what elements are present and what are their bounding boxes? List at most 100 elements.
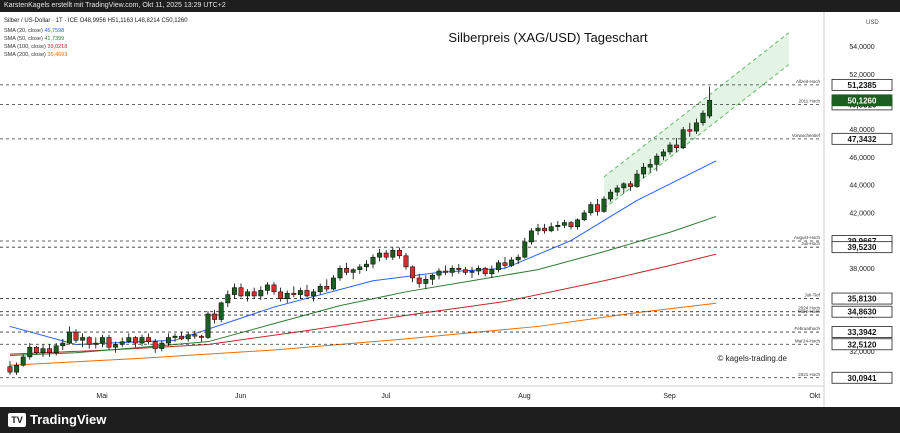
legend-label: SMA (200, close) [4, 52, 47, 58]
legend-label: SMA (20, close) [4, 28, 44, 34]
price-chart-svg[interactable]: Allzeit-Hoch 2011 Hoch Vorwochentief August… [0, 12, 900, 407]
candle-body [469, 270, 475, 273]
currency-label: USD [866, 20, 879, 26]
tradingview-logo[interactable]: TV TradingView [8, 412, 106, 427]
level-value-badge [831, 305, 893, 318]
level-value-text: 30,0941 [848, 374, 877, 383]
candle-body [561, 222, 567, 226]
trend-channel-upper-line [603, 32, 790, 178]
y-tick-label: 52,0000 [849, 72, 874, 79]
level-value-badge [831, 292, 893, 305]
candle-body [700, 112, 706, 124]
candle-body [93, 342, 99, 345]
candle-body [344, 268, 350, 273]
y-tick-label: 46,0000 [849, 155, 874, 162]
candle-body [73, 331, 79, 341]
candle-body [627, 183, 633, 187]
chart-title: Silberpreis (XAG/USD) Tageschart [448, 30, 648, 45]
level-label: Juli-Tief [804, 293, 820, 298]
chart-area[interactable]: Allzeit-Hoch 2011 Hoch Vorwochentief August… [0, 12, 900, 407]
legend-label: SMA (100, close) [4, 44, 47, 50]
candle-body [245, 291, 251, 297]
header-text: KarstenKagels erstellt mit TradingView.c… [4, 2, 226, 9]
candle-body [139, 337, 145, 344]
candle-body [495, 262, 501, 270]
candle-body [330, 277, 336, 290]
level-value-badge [831, 326, 893, 338]
candle-body [654, 155, 660, 165]
candle-body [429, 274, 435, 280]
candle-body [594, 204, 600, 212]
level-value-text: 33,3942 [848, 328, 877, 337]
candle-body [152, 341, 158, 349]
legend-entry[interactable]: SMA (100, close) 39,0218 [4, 44, 67, 50]
candle-body [528, 230, 534, 243]
tradingview-logo-text: TradingView [30, 412, 107, 427]
candle-body [634, 173, 640, 187]
current-price-badge [831, 94, 893, 107]
candle-body [251, 291, 257, 297]
candle-body [80, 337, 86, 341]
x-tick-label: Jun [235, 393, 246, 400]
candle-body [350, 269, 356, 273]
candle-body [225, 294, 231, 304]
level-value-text: 32,5120 [848, 340, 877, 349]
level-label: 2021 Hoch [798, 372, 820, 377]
symbol-line: Silber / US-Dollar · 1T · ICE O48,9956 H… [4, 18, 188, 24]
candle-body [317, 286, 323, 293]
level-label: Juli-Hoch [801, 241, 820, 246]
candle-body [27, 346, 33, 358]
candle-body [443, 270, 449, 273]
level-label: Februarhoch [794, 326, 820, 331]
candle-body [482, 268, 488, 275]
candle-body [403, 255, 409, 268]
level-value-text: 39,5230 [848, 243, 877, 252]
x-tick-label: Jul [381, 393, 390, 400]
candle-body [66, 331, 72, 344]
candle-body [390, 250, 396, 258]
candle-body [192, 334, 198, 337]
candle-body [476, 268, 482, 272]
candle-body [20, 356, 26, 366]
candle-body [687, 129, 693, 132]
level-label: März-Hoch [798, 309, 821, 314]
legend-label: SMA (50, close) [4, 36, 44, 42]
legend-entry[interactable]: SMA (50, close) 41,7399 [4, 36, 64, 42]
candle-body [707, 99, 713, 117]
candle-body [489, 269, 495, 275]
candle-body [40, 348, 46, 354]
candle-body [680, 129, 686, 148]
level-label: August-Hoch [794, 235, 821, 240]
candle-body [146, 337, 152, 342]
candle-body [218, 302, 224, 320]
legend-value: 39,0218 [47, 44, 67, 50]
candle-body [126, 337, 132, 342]
legend-value: 41,7399 [44, 36, 64, 42]
candle-body [33, 346, 39, 354]
candle-body [410, 266, 416, 279]
candle-body [377, 252, 383, 258]
candle-body [86, 337, 92, 345]
level-label: 2011 Hoch [799, 98, 821, 103]
level-value-text: 47,3432 [848, 135, 877, 144]
level-label: 2024 Hoch [798, 306, 820, 311]
legend-entry[interactable]: SMA (20, close) 45,7598 [4, 28, 64, 34]
level-value-badge [831, 241, 893, 254]
x-tick-label: Aug [518, 393, 531, 400]
candle-body [357, 266, 363, 270]
level-value-text: 51,2385 [848, 81, 877, 90]
candle-body [297, 290, 303, 295]
candle-body [304, 290, 310, 297]
sma20-line [9, 160, 717, 345]
legend-entry[interactable]: SMA (200, close) 35,4693 [4, 52, 67, 58]
candle-body [383, 252, 389, 258]
candle-body [324, 286, 330, 290]
x-tick-label: Sep [663, 393, 676, 400]
bottom-bar: TV TradingView [0, 407, 900, 433]
candle-body [522, 241, 528, 258]
sma100-line [9, 253, 717, 355]
candle-body [621, 183, 627, 189]
candle-body [212, 313, 218, 320]
candle-body [693, 122, 699, 132]
candle-body [509, 259, 515, 266]
